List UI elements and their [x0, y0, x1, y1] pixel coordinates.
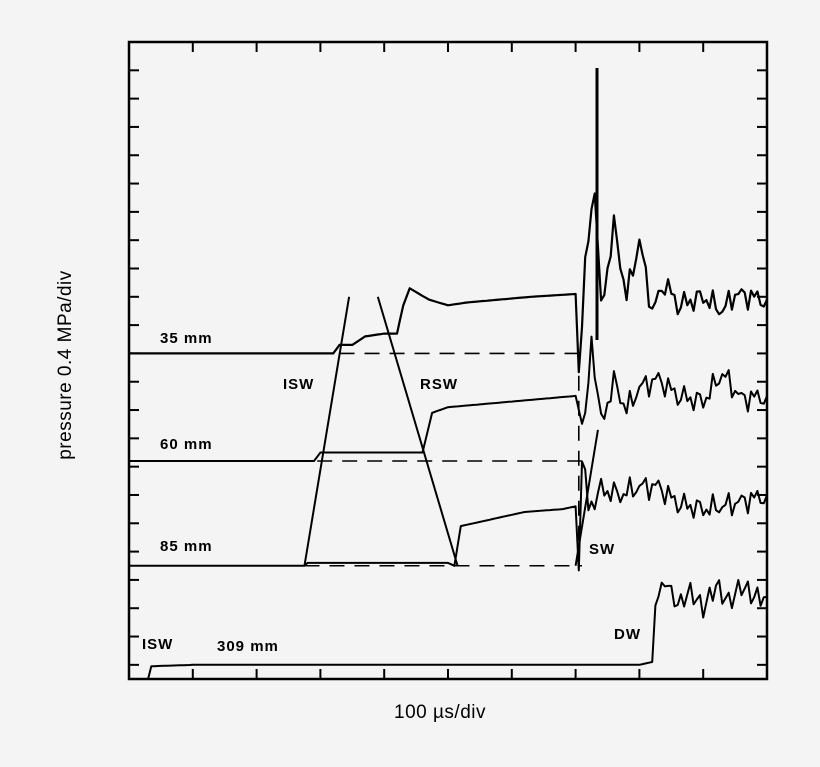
x-axis-label: 100 µs/div	[394, 702, 486, 723]
wave-label-isw-upper: ISW	[283, 376, 315, 393]
wave-line-rsw	[376, 296, 459, 567]
trace-60mm	[129, 335, 768, 462]
plot-frame	[127, 40, 769, 681]
wave-label-rsw: RSW	[420, 376, 458, 393]
wave-label-dw: DW	[614, 626, 641, 643]
trace-label-85mm: 85 mm	[160, 538, 213, 555]
wave-label-sw: SW	[589, 541, 616, 558]
wave-label-isw-lower: ISW	[142, 636, 174, 653]
trace-label-60mm: 60 mm	[160, 436, 213, 453]
trace-85mm	[129, 460, 768, 572]
wave-line-isw	[303, 296, 351, 566]
wave-trajectory-lines	[303, 296, 599, 567]
trace-309mm	[129, 579, 768, 680]
wave-line-sw	[574, 429, 599, 566]
y-axis-label: pressure 0.4 MPa/div	[55, 270, 76, 460]
reference-dashed-lines	[304, 352, 582, 567]
trace-label-309mm: 309 mm	[217, 638, 279, 655]
trace-label-35mm: 35 mm	[160, 330, 213, 347]
pressure-traces	[129, 68, 768, 680]
trace-35mm	[129, 192, 768, 374]
axis-ticks	[129, 42, 767, 679]
